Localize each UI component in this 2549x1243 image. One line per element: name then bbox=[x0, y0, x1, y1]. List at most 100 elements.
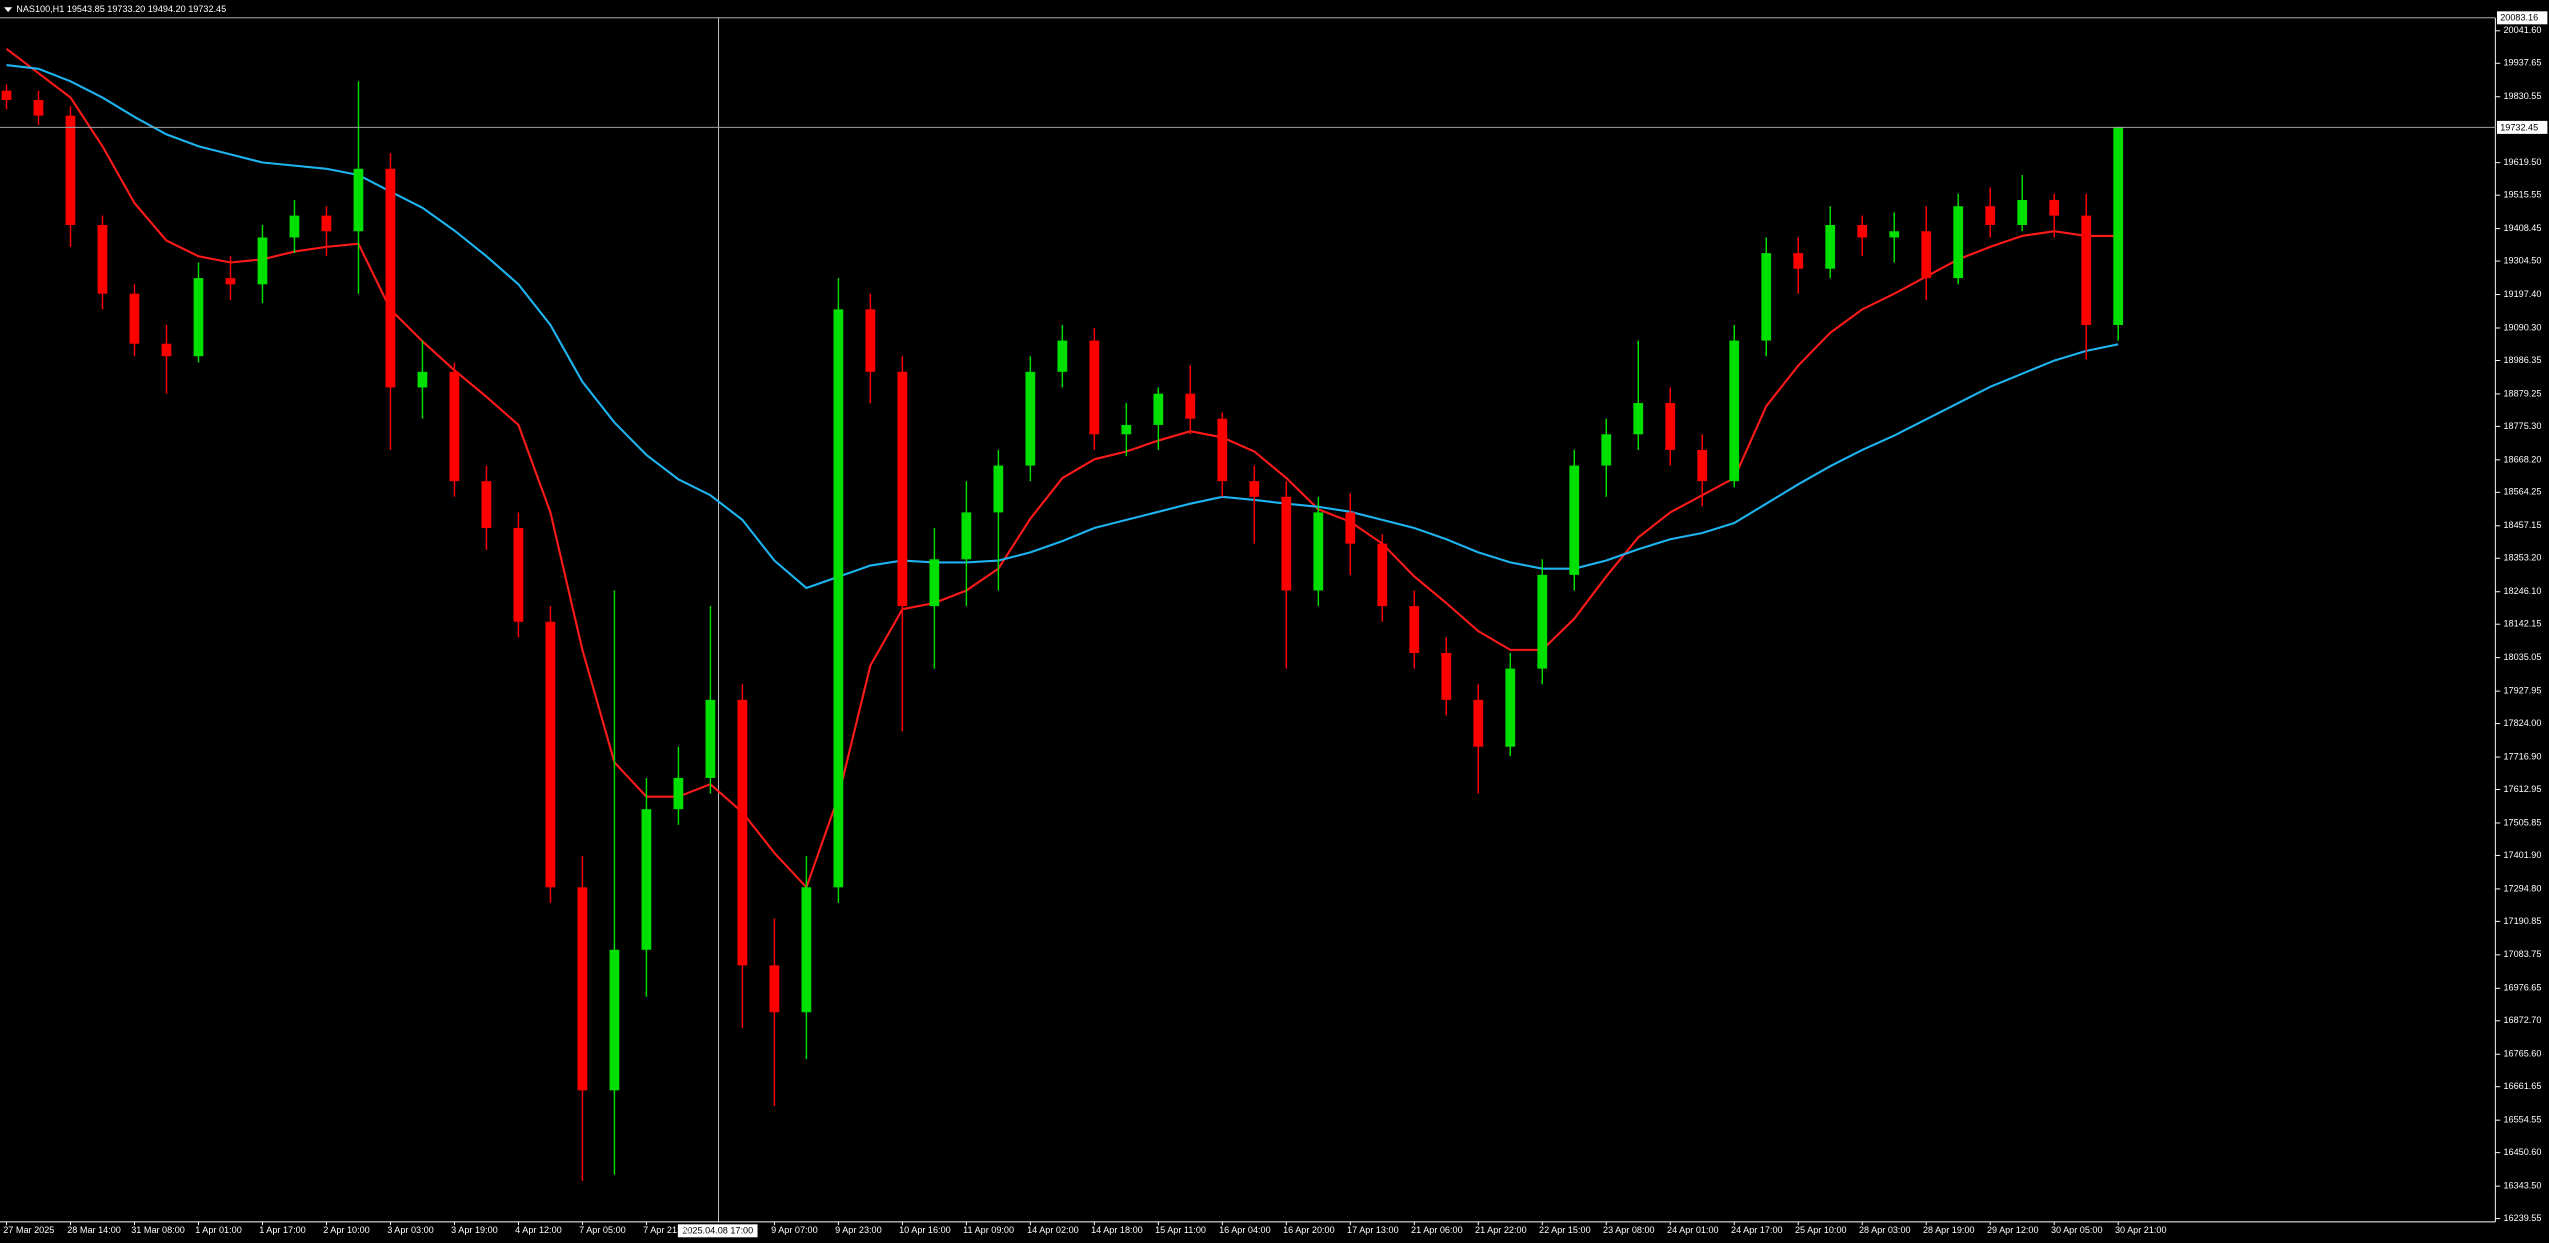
x-tick-label: 2 Apr 10:00 bbox=[323, 1225, 370, 1235]
candle-body bbox=[1953, 206, 1964, 279]
y-tick-label: 16343.50 bbox=[2503, 1181, 2541, 1191]
x-tick-label: 23 Apr 08:00 bbox=[1603, 1225, 1655, 1235]
candle-body bbox=[2049, 200, 2060, 216]
candle-body bbox=[1121, 424, 1132, 435]
candle-body bbox=[1921, 231, 1932, 279]
candle-body bbox=[769, 965, 780, 1013]
y-tick-label: 16872.70 bbox=[2503, 1015, 2541, 1025]
candle-body bbox=[1217, 418, 1228, 482]
y-tick-label: 18353.20 bbox=[2503, 553, 2541, 563]
x-tick-label: 7 Apr 21:00 bbox=[643, 1225, 690, 1235]
x-tick-label: 14 Apr 18:00 bbox=[1091, 1225, 1143, 1235]
y-tick-label: 16765.60 bbox=[2503, 1049, 2541, 1059]
candle-body bbox=[705, 699, 716, 778]
candle-body bbox=[1153, 393, 1164, 425]
y-tick-label: 18564.25 bbox=[2503, 487, 2541, 497]
menu-arrow[interactable] bbox=[4, 7, 13, 13]
x-tick-label: 9 Apr 07:00 bbox=[771, 1225, 818, 1235]
candle-body bbox=[833, 309, 844, 888]
x-tick-label: 22 Apr 15:00 bbox=[1539, 1225, 1591, 1235]
candle-body bbox=[1345, 512, 1356, 544]
y-tick-label: 17294.80 bbox=[2503, 883, 2541, 893]
crosshair-time: 2025.04.08 17:00 bbox=[682, 1226, 753, 1236]
candle-body bbox=[1473, 699, 1484, 747]
bid-label: 19732.45 bbox=[2500, 122, 2538, 132]
y-tick-label: 19304.50 bbox=[2503, 255, 2541, 265]
candle-body bbox=[417, 371, 428, 388]
candle-body bbox=[865, 309, 876, 372]
y-tick-label: 18775.30 bbox=[2503, 421, 2541, 431]
candle-body bbox=[193, 278, 204, 357]
candle-body bbox=[609, 949, 620, 1091]
candle-body bbox=[2081, 215, 2092, 325]
candle-body bbox=[1633, 403, 1644, 435]
y-tick-label: 18457.15 bbox=[2503, 520, 2541, 530]
candle-body bbox=[737, 699, 748, 966]
y-tick-label: 17612.95 bbox=[2503, 784, 2541, 794]
candle-body bbox=[449, 371, 460, 482]
candle-body bbox=[577, 887, 588, 1091]
candle-body bbox=[993, 465, 1004, 513]
candle-body bbox=[385, 168, 396, 388]
candle-body bbox=[1729, 340, 1740, 482]
y-tick-label: 16554.55 bbox=[2503, 1115, 2541, 1125]
x-tick-label: 27 Mar 2025 bbox=[3, 1225, 54, 1235]
x-tick-label: 1 Apr 01:00 bbox=[195, 1225, 242, 1235]
x-tick-label: 30 Apr 05:00 bbox=[2051, 1225, 2103, 1235]
y-tick-label: 19830.55 bbox=[2503, 91, 2541, 101]
x-tick-label: 28 Apr 19:00 bbox=[1923, 1225, 1975, 1235]
candle-body bbox=[1057, 340, 1068, 372]
y-tick-label: 19408.45 bbox=[2503, 223, 2541, 233]
y-tick-label: 18668.20 bbox=[2503, 454, 2541, 464]
candle-body bbox=[1793, 253, 1804, 269]
candle-body bbox=[1249, 481, 1260, 497]
candle-body bbox=[641, 809, 652, 950]
candle-body bbox=[929, 559, 940, 607]
candle-body bbox=[673, 777, 684, 810]
x-tick-label: 10 Apr 16:00 bbox=[899, 1225, 951, 1235]
candle-body bbox=[1185, 393, 1196, 419]
y-tick-label: 17824.00 bbox=[2503, 718, 2541, 728]
y-tick-label: 18035.05 bbox=[2503, 652, 2541, 662]
candle-body bbox=[1889, 231, 1900, 238]
x-tick-label: 4 Apr 12:00 bbox=[515, 1225, 562, 1235]
candle-body bbox=[1857, 224, 1868, 238]
y-tick-label: 19515.55 bbox=[2503, 190, 2541, 200]
x-tick-label: 16 Apr 04:00 bbox=[1219, 1225, 1271, 1235]
candle-body bbox=[2017, 200, 2028, 225]
x-tick-label: 3 Apr 03:00 bbox=[387, 1225, 434, 1235]
x-tick-label: 9 Apr 23:00 bbox=[835, 1225, 882, 1235]
y-tick-label: 19090.30 bbox=[2503, 322, 2541, 332]
candle-body bbox=[1569, 465, 1580, 575]
x-tick-label: 28 Mar 14:00 bbox=[67, 1225, 121, 1235]
y-tick-label: 16661.65 bbox=[2503, 1081, 2541, 1091]
candle-body bbox=[1825, 224, 1836, 269]
x-tick-label: 24 Apr 17:00 bbox=[1731, 1225, 1783, 1235]
x-tick-label: 31 Mar 08:00 bbox=[131, 1225, 185, 1235]
candle-body bbox=[353, 168, 364, 232]
x-tick-label: 16 Apr 20:00 bbox=[1283, 1225, 1335, 1235]
x-tick-label: 25 Apr 10:00 bbox=[1795, 1225, 1847, 1235]
candle-body bbox=[33, 100, 44, 116]
x-tick-label: 11 Apr 09:00 bbox=[963, 1225, 1014, 1235]
candle-body bbox=[1537, 574, 1548, 669]
y-tick-label: 19619.50 bbox=[2503, 157, 2541, 167]
candle-body bbox=[97, 224, 108, 294]
candle-body bbox=[2113, 127, 2124, 325]
x-tick-label: 28 Apr 03:00 bbox=[1859, 1225, 1911, 1235]
candle-body bbox=[65, 115, 76, 225]
candle-body bbox=[801, 887, 812, 1013]
y-tick-label: 17083.75 bbox=[2503, 949, 2541, 959]
y-tick-label: 16239.55 bbox=[2503, 1213, 2541, 1223]
y-tick-label: 17505.85 bbox=[2503, 817, 2541, 827]
candle-body bbox=[1377, 543, 1388, 607]
candle-body bbox=[161, 343, 172, 357]
x-tick-label: 1 Apr 17:00 bbox=[259, 1225, 306, 1235]
candle-body bbox=[321, 215, 332, 232]
crosshair-price-box bbox=[2496, 11, 2548, 25]
y-tick-label: 20041.60 bbox=[2503, 25, 2541, 35]
y-tick-label: 19197.40 bbox=[2503, 289, 2541, 299]
x-tick-label: 30 Apr 21:00 bbox=[2115, 1225, 2167, 1235]
bid-box bbox=[2496, 120, 2548, 134]
